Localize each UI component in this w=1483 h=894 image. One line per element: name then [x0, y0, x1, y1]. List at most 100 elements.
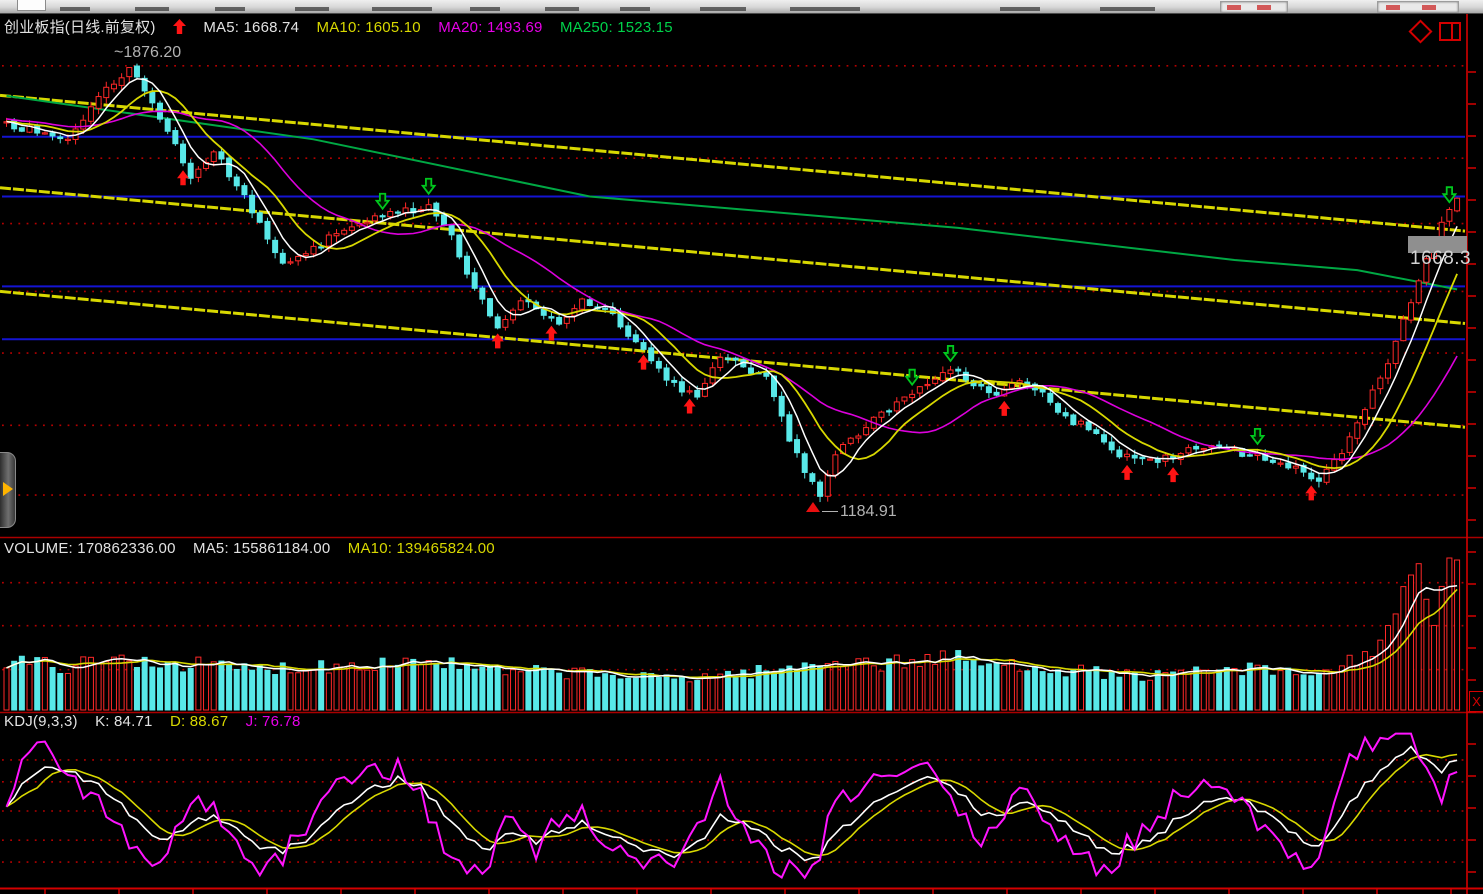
volume-bar	[402, 657, 409, 711]
sell-signal-arrow	[420, 177, 437, 196]
volume-bar	[1438, 585, 1445, 711]
volume-bar	[1331, 671, 1338, 711]
kdj-panel-header: KDJ(9,3,3) K: 84.71 D: 88.67 J: 76.78	[4, 713, 314, 730]
volume-bar	[264, 669, 271, 711]
candle-body	[847, 437, 854, 444]
buy-signal-arrow	[177, 170, 190, 186]
volume-bar	[970, 659, 977, 711]
volume-bar	[1231, 667, 1238, 711]
volume-bar	[525, 669, 532, 711]
candle-body	[1446, 209, 1453, 222]
volume-bar	[72, 665, 79, 711]
volume-bar	[648, 673, 655, 711]
candle-body	[379, 215, 386, 218]
volume-bar	[1315, 672, 1322, 711]
candle-body	[886, 410, 893, 413]
candle-body	[272, 239, 279, 254]
quote-value-fragment	[1386, 5, 1400, 10]
candle-body	[1139, 456, 1146, 460]
volume-bar	[1116, 676, 1123, 711]
candle-body	[195, 168, 202, 178]
diamond-icon[interactable]	[1408, 19, 1433, 44]
candle-body	[471, 272, 478, 289]
volume-bar	[49, 667, 56, 711]
candle-body	[49, 132, 56, 137]
volume-ma10-label: MA10: 139465824.00	[347, 540, 495, 557]
volume-bar	[510, 669, 517, 711]
volume-bar	[1254, 664, 1261, 711]
window-icon[interactable]	[1439, 22, 1461, 41]
volume-bar	[333, 663, 340, 711]
volume-bar	[786, 665, 793, 711]
volume-panel-header: VOLUME: 170862336.00 MA5: 155861184.00 M…	[4, 540, 508, 557]
volume-bar	[962, 660, 969, 711]
volume-bar	[1185, 673, 1192, 711]
volume-bar	[540, 667, 547, 711]
candle-body	[1454, 197, 1461, 212]
volume-bar	[771, 672, 777, 711]
volume-bar	[1423, 598, 1430, 711]
candle-body	[1246, 454, 1253, 457]
trough-annotation: 1184.91	[822, 503, 897, 521]
volume-bar	[955, 650, 962, 711]
volume-bar	[602, 673, 609, 711]
candle-body	[1323, 468, 1330, 483]
volume-bar	[1016, 670, 1023, 711]
volume-bar	[817, 666, 824, 711]
candle-body	[172, 130, 179, 145]
volume-bar	[1001, 664, 1008, 711]
volume-bar	[932, 663, 939, 711]
volume-bar	[464, 663, 470, 711]
candle-body	[947, 369, 954, 375]
volume-bar	[487, 664, 494, 711]
volume-bar	[1292, 674, 1299, 711]
volume-bar	[341, 666, 348, 711]
candle-body	[1392, 340, 1399, 364]
candle-body	[1315, 477, 1322, 482]
volume-bar	[233, 668, 240, 711]
toolbar-field[interactable]	[1220, 1, 1288, 13]
candle-body	[763, 372, 770, 377]
volume-bar	[993, 662, 1000, 711]
volume-bar	[364, 669, 371, 711]
volume-bar	[494, 665, 501, 711]
volume-bar	[556, 672, 563, 711]
volume-bar	[356, 669, 363, 711]
candle-body	[333, 233, 340, 237]
candle-body	[118, 77, 125, 86]
volume-bar	[1031, 666, 1038, 711]
candle-body	[264, 220, 271, 240]
volume-bar	[456, 668, 463, 711]
toolbar-field[interactable]	[1377, 1, 1459, 13]
volume-bar	[479, 666, 486, 711]
volume-bar	[947, 660, 954, 711]
volume-bar	[379, 657, 386, 711]
ma10-line	[6, 90, 1458, 470]
quote-value-fragment	[1227, 5, 1241, 10]
volume-bar	[210, 661, 217, 711]
candle-body	[1108, 441, 1115, 451]
buy-signal-arrow	[637, 354, 650, 370]
candle-body	[295, 255, 302, 262]
volume-bar	[226, 664, 233, 711]
candle-body	[625, 325, 632, 337]
buy-signal-arrow	[998, 400, 1011, 416]
menu-text-fragment	[700, 7, 746, 11]
volume-bar	[203, 663, 210, 711]
sidebar-expand-tab[interactable]	[0, 452, 16, 528]
candle-body	[817, 481, 824, 497]
ma5-line	[6, 78, 1458, 477]
buy-signal-arrow	[1305, 485, 1318, 501]
signal-arrows-layer	[177, 170, 1458, 501]
close-indicator-button[interactable]: X	[1469, 691, 1483, 712]
candle-body	[563, 316, 570, 324]
volume-bar	[34, 657, 41, 711]
candle-body	[464, 255, 470, 275]
menu-bar[interactable]	[0, 0, 1483, 14]
volume-bar	[187, 667, 194, 711]
candle-body	[502, 319, 509, 328]
volume-bar	[924, 653, 931, 711]
app-logo-icon	[17, 0, 46, 11]
volume-bar	[1361, 651, 1368, 711]
